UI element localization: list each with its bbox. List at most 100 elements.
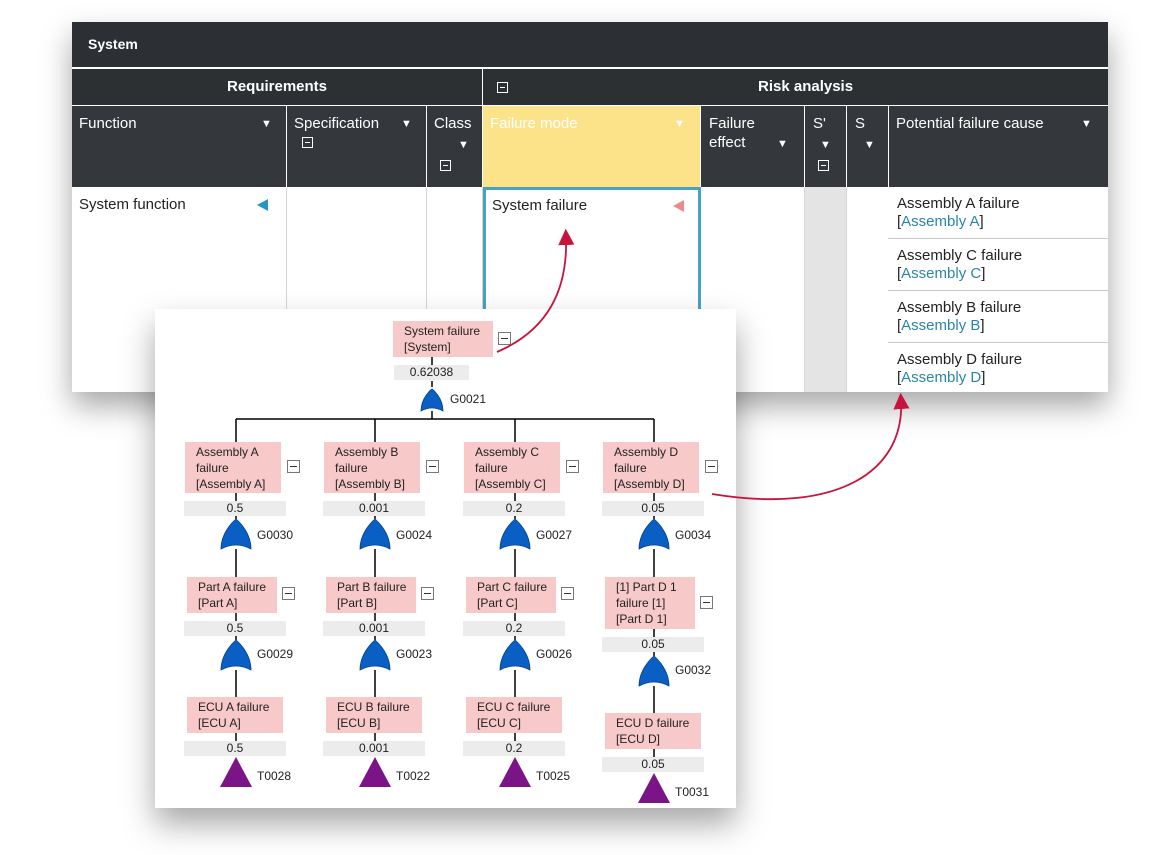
cause-link[interactable]: Assembly B xyxy=(901,317,981,334)
probability-value: 0.2 xyxy=(463,501,565,516)
column-cause-label: Potential failure cause xyxy=(896,115,1044,132)
collapse-toggle-icon[interactable] xyxy=(498,332,511,345)
collapse-class-icon[interactable] xyxy=(440,160,451,171)
gate-id: G0029 xyxy=(257,647,294,661)
event-box-assembly[interactable]: Assembly C failure [Assembly C] xyxy=(464,442,560,493)
collapse-toggle-icon[interactable] xyxy=(287,460,300,473)
probability-value: 0.05 xyxy=(602,501,704,516)
group-header-risk-analysis: Risk analysis xyxy=(483,69,1108,105)
cause-item[interactable]: Assembly A failure [Assembly A] xyxy=(888,187,1108,239)
cell-s-prime[interactable] xyxy=(805,187,847,392)
link-arrow-icon[interactable] xyxy=(670,198,690,218)
filter-icon[interactable]: ▼ xyxy=(864,139,875,151)
event-line: [Part C] xyxy=(477,596,518,610)
event-line: failure xyxy=(196,461,229,475)
cause-link[interactable]: Assembly D xyxy=(901,369,982,386)
column-header-s[interactable]: S ▼ xyxy=(847,106,888,187)
column-s-prime-label: S' xyxy=(813,115,826,132)
event-box-ecu[interactable]: ECU D failure [ECU D] xyxy=(605,713,701,749)
event-line: Assembly A xyxy=(196,445,259,459)
column-header-failure-effect[interactable]: Failure effect ▼ xyxy=(701,106,804,187)
gate-id: G0027 xyxy=(536,528,573,542)
column-header-class[interactable]: Class ▼ xyxy=(427,106,482,187)
event-box-part[interactable]: [1] Part D 1 failure [1] [Part D 1] xyxy=(605,577,695,629)
filter-icon[interactable]: ▼ xyxy=(401,118,412,130)
cause-text: Assembly C failure xyxy=(897,247,1023,264)
collapse-toggle-icon[interactable] xyxy=(566,460,579,473)
column-failure-mode-label: Failure mode xyxy=(490,115,578,132)
cause-item[interactable]: Assembly D failure [Assembly D] xyxy=(888,343,1108,392)
event-line: [Assembly B] xyxy=(335,477,406,491)
event-box-system-failure[interactable]: System failure [System] xyxy=(393,321,493,357)
gate-id: G0032 xyxy=(675,663,712,677)
event-line: Part A failure xyxy=(198,580,267,594)
event-line: [Assembly A] xyxy=(196,477,266,491)
event-line: System failure xyxy=(404,324,481,338)
collapse-toggle-icon[interactable] xyxy=(426,460,439,473)
event-box-assembly[interactable]: Assembly D failure [Assembly D] xyxy=(603,442,699,493)
gate-id: G0024 xyxy=(396,528,433,542)
event-line: [ECU D] xyxy=(616,732,661,746)
event-box-part[interactable]: Part A failure [Part A] xyxy=(187,577,277,613)
event-box-assembly[interactable]: Assembly B failure [Assembly B] xyxy=(324,442,420,493)
fault-tree-panel: System failure [System] 0.62038 G0021 Assemb… xyxy=(155,309,736,808)
cause-link[interactable]: Assembly C xyxy=(901,265,982,282)
function-text: System function xyxy=(79,196,186,213)
link-arrow-icon[interactable] xyxy=(254,197,274,217)
cell-function[interactable]: System function xyxy=(72,187,287,392)
event-box-ecu[interactable]: ECU B failure [ECU B] xyxy=(326,697,422,733)
filter-icon[interactable]: ▼ xyxy=(458,139,469,151)
or-gate-icon xyxy=(638,655,670,687)
probability-value: 0.5 xyxy=(184,741,286,756)
cell-s[interactable] xyxy=(847,187,889,392)
event-line: [Part D 1] xyxy=(616,612,667,626)
filter-icon[interactable]: ▼ xyxy=(674,118,685,130)
probability-value: 0.001 xyxy=(323,501,425,516)
failure-mode-text: System failure xyxy=(492,197,588,214)
cell-failure-effect[interactable] xyxy=(701,187,805,392)
event-line: [Part A] xyxy=(198,596,238,610)
column-header-specification[interactable]: Specification ▼ xyxy=(287,106,426,187)
collapse-toggle-icon[interactable] xyxy=(282,587,295,600)
or-gate-icon xyxy=(638,518,670,550)
filter-icon[interactable]: ▼ xyxy=(777,138,788,150)
cell-class[interactable] xyxy=(427,187,483,392)
collapse-toggle-icon[interactable] xyxy=(561,587,574,600)
event-box-ecu[interactable]: ECU C failure [ECU C] xyxy=(466,697,562,733)
column-header-s-prime[interactable]: S' ▼ xyxy=(805,106,846,187)
group-risk-label: Risk analysis xyxy=(758,78,854,95)
probability-value: 0.5 xyxy=(184,501,286,516)
event-line: failure [1] xyxy=(616,596,666,610)
cause-item[interactable]: Assembly B failure [Assembly B] xyxy=(888,291,1108,343)
filter-icon[interactable]: ▼ xyxy=(261,118,272,130)
basic-event-icon xyxy=(638,773,670,803)
collapse-toggle-icon[interactable] xyxy=(700,596,713,609)
event-line: [ECU A] xyxy=(198,716,241,730)
cell-specification[interactable] xyxy=(287,187,427,392)
event-line: Part C failure xyxy=(477,580,548,594)
collapse-toggle-icon[interactable] xyxy=(421,587,434,600)
cause-item[interactable]: Assembly C failure [Assembly C] xyxy=(888,239,1108,291)
event-box-part[interactable]: Part C failure [Part C] xyxy=(466,577,556,613)
event-line: Assembly D xyxy=(614,445,679,459)
filter-icon[interactable]: ▼ xyxy=(1081,118,1092,130)
event-line: Part B failure xyxy=(337,580,407,594)
collapse-s-prime-icon[interactable] xyxy=(818,160,829,171)
event-box-assembly[interactable]: Assembly A failure [Assembly A] xyxy=(185,442,281,493)
or-gate-icon xyxy=(220,518,252,550)
filter-icon[interactable]: ▼ xyxy=(820,139,831,151)
column-header-failure-mode[interactable]: Failure mode ▼ xyxy=(483,106,700,187)
or-gate-icon xyxy=(499,518,531,550)
collapse-toggle-icon[interactable] xyxy=(705,460,718,473)
collapse-specification-icon[interactable] xyxy=(302,137,313,148)
gate-id: T0025 xyxy=(536,769,571,783)
window-title-bar: System xyxy=(72,22,1108,67)
event-line: [Assembly D] xyxy=(614,477,685,491)
event-box-ecu[interactable]: ECU A failure [ECU A] xyxy=(187,697,283,733)
column-header-function[interactable]: Function ▼ xyxy=(72,106,286,187)
collapse-risk-icon[interactable] xyxy=(497,82,508,93)
cause-link[interactable]: Assembly A xyxy=(901,213,980,230)
event-box-part[interactable]: Part B failure [Part B] xyxy=(326,577,416,613)
column-header-cause[interactable]: Potential failure cause ▼ xyxy=(889,106,1108,187)
column-specification-label: Specification xyxy=(294,115,380,132)
